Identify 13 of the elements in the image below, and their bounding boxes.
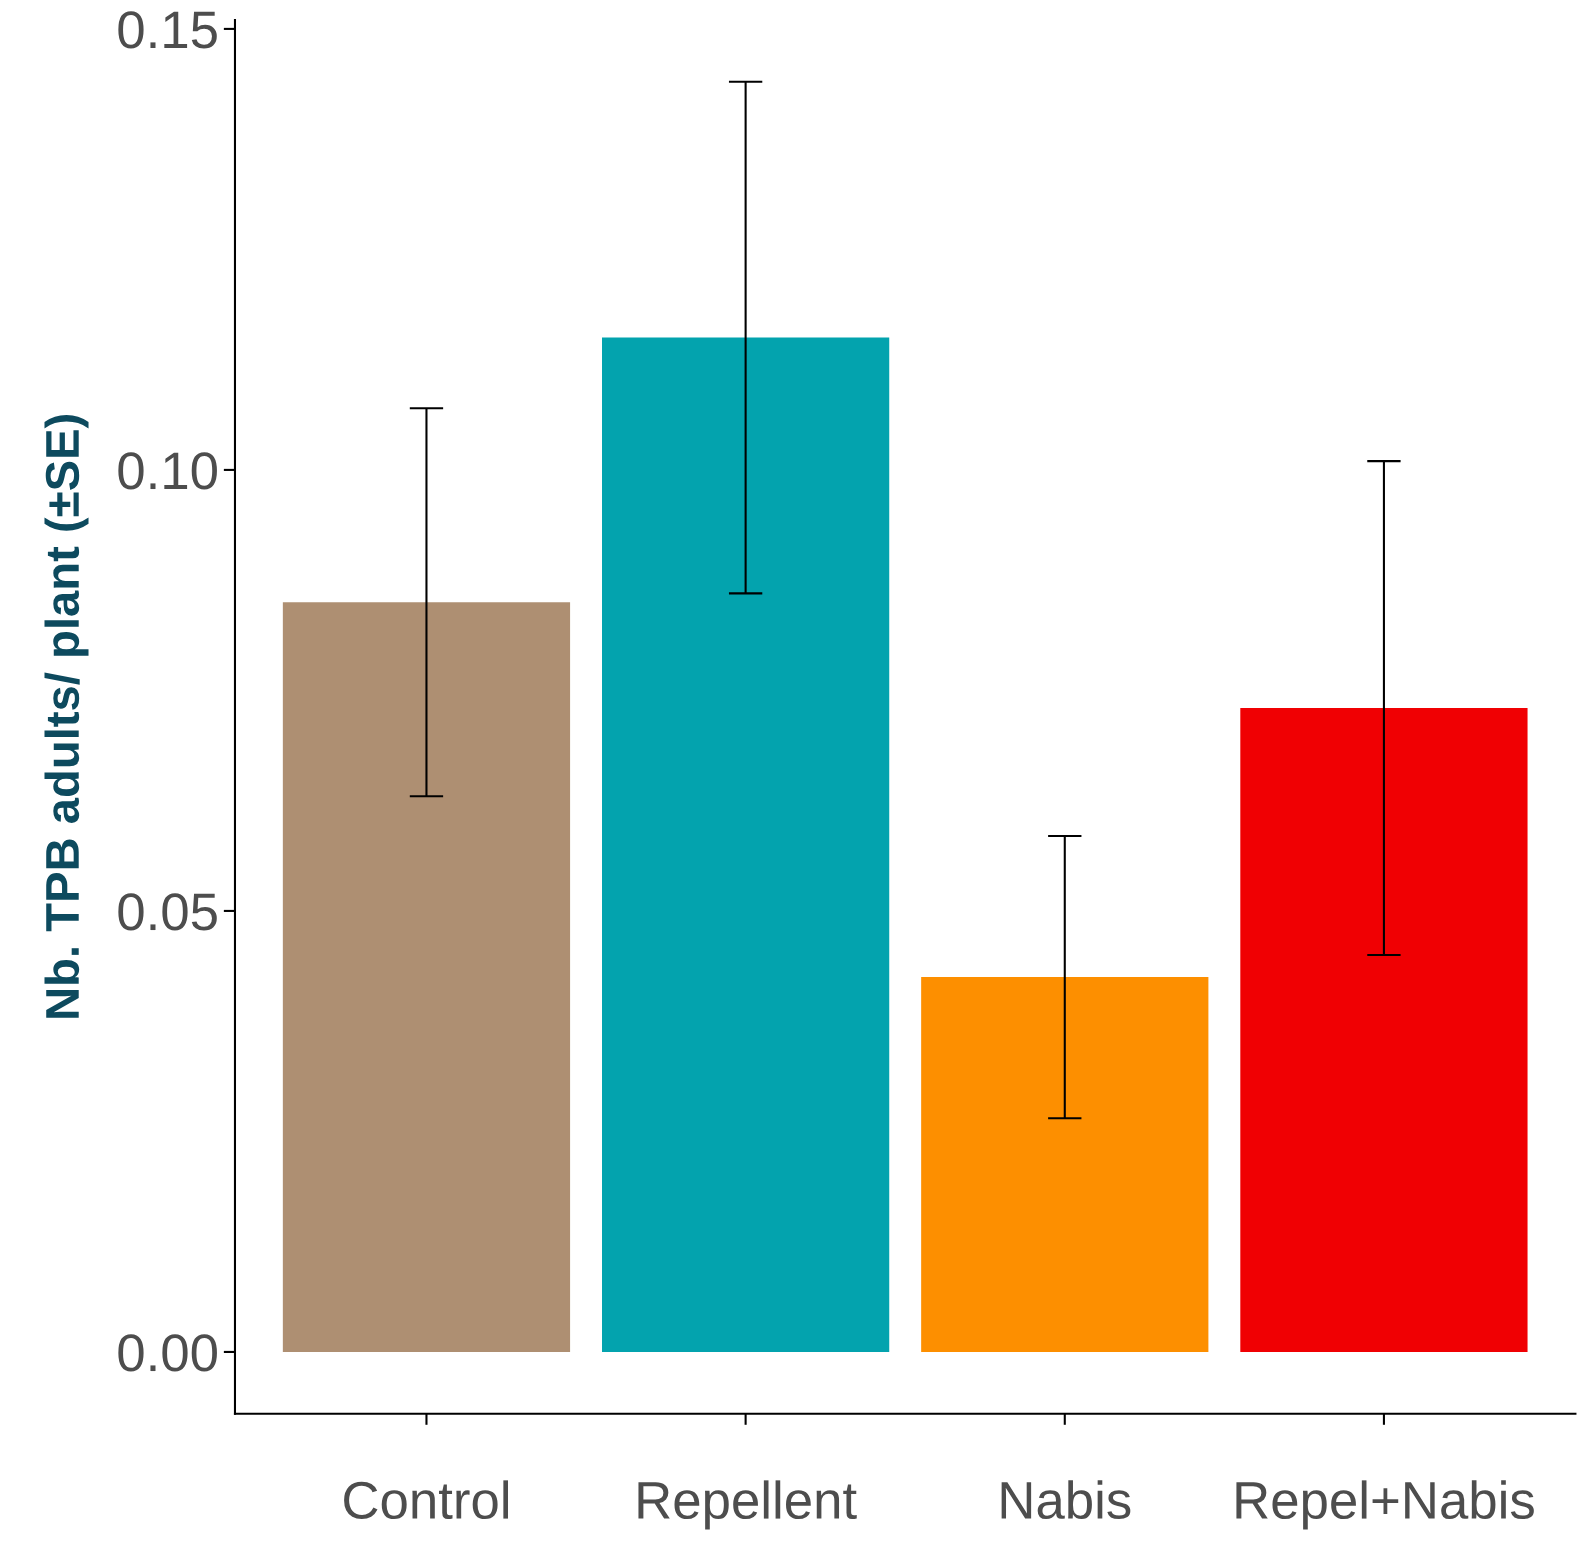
x-tick-label: Repellent xyxy=(638,1480,857,1530)
y-tick-label: 0.10 xyxy=(118,452,217,490)
x-tick-label: Nabis xyxy=(1001,1480,1131,1520)
x-tick-label: Repel+Nabis xyxy=(1236,1480,1534,1530)
y-tick-label: 0.15 xyxy=(118,11,217,49)
bar xyxy=(602,337,890,1352)
bar xyxy=(282,602,571,1352)
y-tick-label: 0.05 xyxy=(118,893,217,931)
bar xyxy=(921,977,1209,1352)
y-axis-title: Nb. TPB adults/ plant (±SE) xyxy=(44,415,89,1018)
x-tick-label: Control xyxy=(344,1480,509,1520)
bar xyxy=(1240,708,1528,1352)
y-tick-label: 0.00 xyxy=(118,1334,217,1372)
